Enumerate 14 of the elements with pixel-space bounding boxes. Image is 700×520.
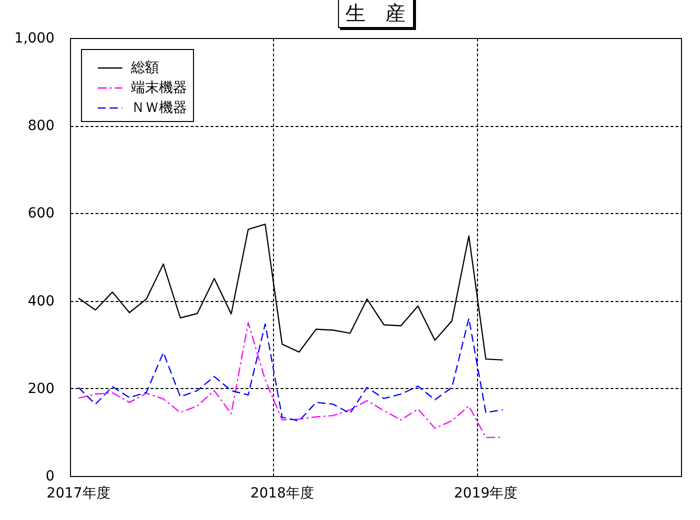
line-series	[78, 318, 504, 422]
y-tick-label: 1,000	[14, 30, 54, 46]
legend-label: 端末機器	[131, 80, 187, 96]
y-tick-label: 200	[28, 380, 54, 397]
x-tick-label: 2017年度	[46, 486, 110, 502]
y-tick-label: 400	[28, 293, 54, 310]
y-tick-label: 600	[28, 206, 54, 222]
legend-label: ＮＷ機器	[131, 100, 187, 116]
legend-label: 総額	[130, 60, 159, 76]
y-tick-label: 800	[28, 118, 54, 134]
chart-title: 生 産	[346, 1, 406, 25]
y-tick-label: 0	[46, 468, 54, 484]
x-tick-label: 2019年度	[454, 486, 518, 502]
x-tick-label: 2018年度	[250, 486, 314, 502]
